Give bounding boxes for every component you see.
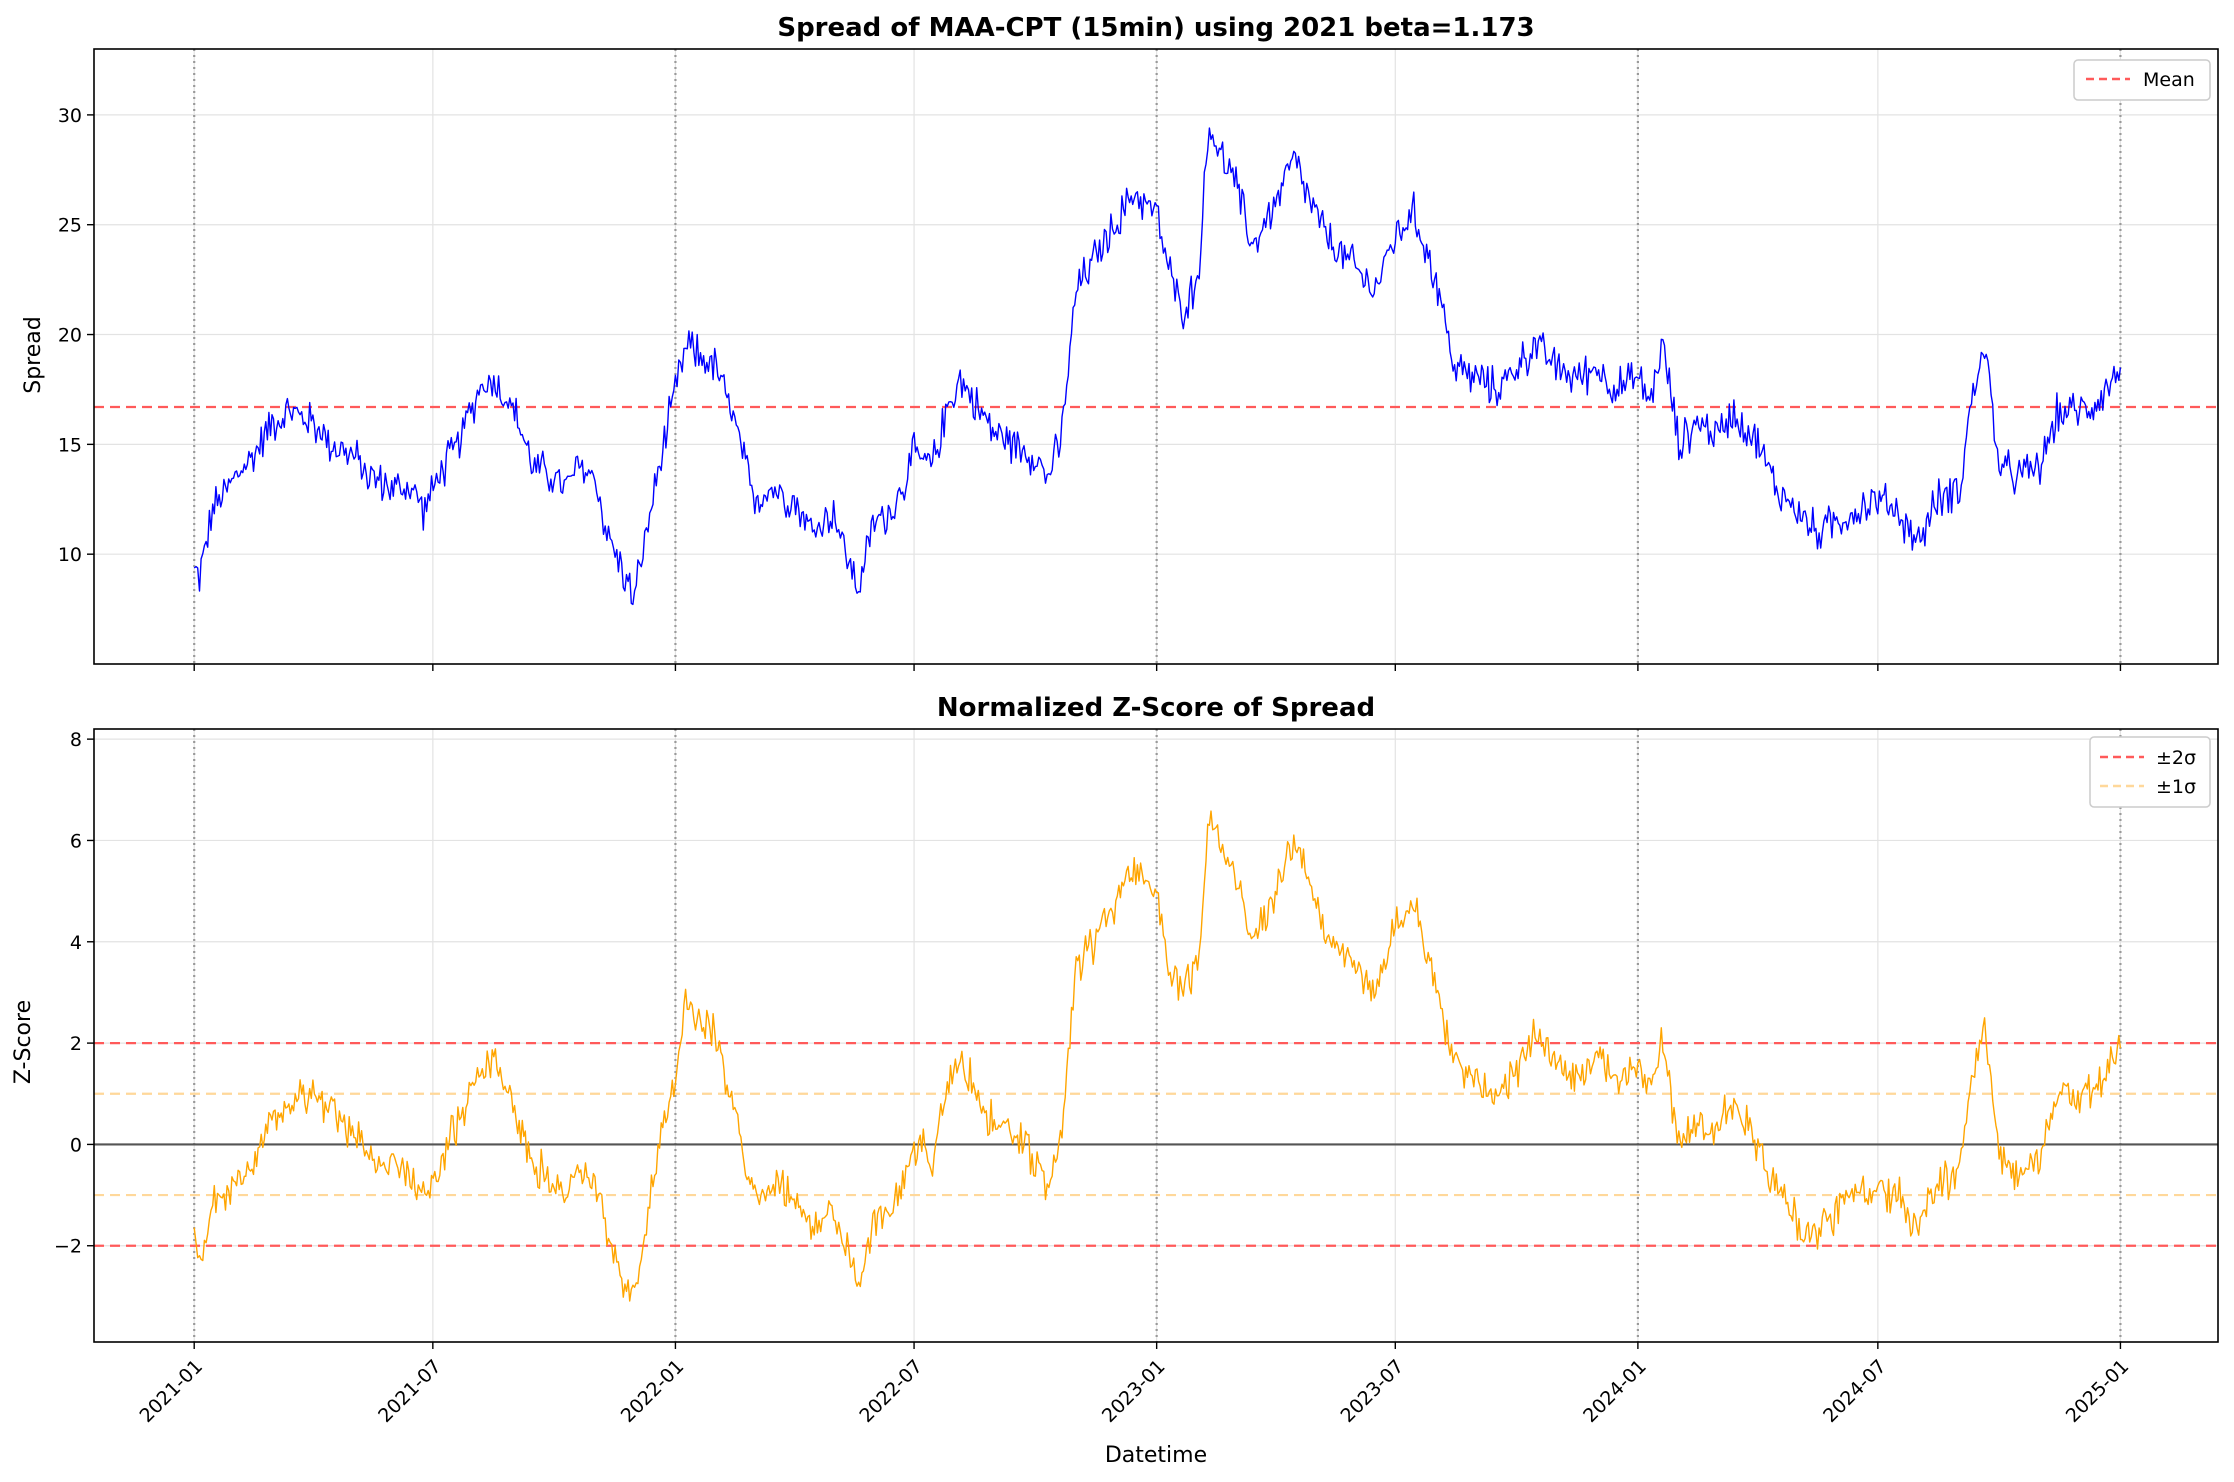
spread-panel: Spread of MAA-CPT (15min) using 2021 bet… [21,13,2219,671]
x-axis-label: Datetime [1105,1443,1207,1468]
legend-2sigma-label: ±2σ [2156,747,2196,769]
zscore-chart-title: Normalized Z-Score of Spread [937,693,1375,723]
legend-1sigma-label: ±1σ [2156,776,2196,798]
series-line [193,810,2122,1302]
y-tick-label: 20 [58,325,82,347]
spread-y-axis-label: Spread [21,316,46,393]
zscore-legend-box [2089,736,2211,808]
legend-mean-label: Mean [2143,69,2195,91]
zscore-y-axis-label: Z-Score [11,1000,36,1084]
zscore-legend: ±2σ ±1σ [2089,736,2211,808]
y-tick-label: 25 [58,215,82,237]
spread-legend: Mean [2073,59,2211,101]
y-tick-label: 2 [70,1033,82,1055]
y-tick-label: 0 [70,1134,82,1156]
spread-legend-box [2073,59,2211,101]
spread-chart-title: Spread of MAA-CPT (15min) using 2021 bet… [777,13,1534,43]
series-line [193,127,2122,606]
y-tick-label: 6 [70,830,82,852]
spread-plot-area: 10 15 20 25 30 [58,48,2219,671]
y-tick-label: 10 [58,544,82,566]
y-tick-label: 8 [70,729,82,751]
y-tick-label: 15 [58,434,82,456]
y-tick-label: 30 [58,105,82,127]
y-tick-label: 4 [70,932,82,954]
y-tick-label: −2 [54,1236,82,1258]
